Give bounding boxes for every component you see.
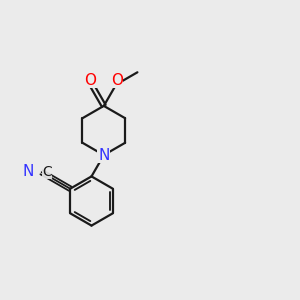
Text: N: N	[98, 148, 110, 163]
Text: O: O	[111, 74, 123, 88]
Text: C: C	[42, 165, 52, 178]
Text: N: N	[22, 164, 34, 179]
Text: O: O	[85, 74, 97, 88]
